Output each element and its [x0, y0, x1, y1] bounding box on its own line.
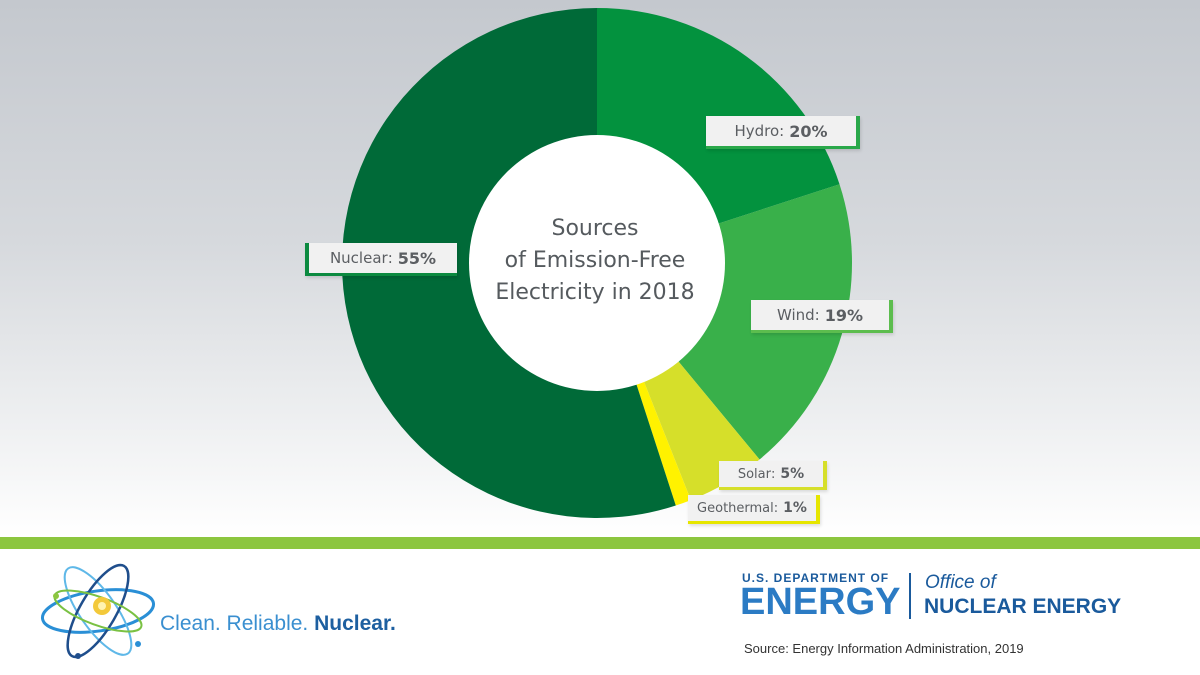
footer — [0, 549, 1200, 675]
slice-label-hydro-name: Hydro — [734, 122, 780, 140]
office-of-text: Office of — [925, 572, 996, 593]
donut-hole — [469, 135, 725, 391]
chart-area: Sources of Emission-Free Electricity in … — [0, 0, 1200, 537]
slice-label-wind-name: Wind — [776, 306, 815, 324]
donut-chart — [342, 8, 853, 518]
tagline-reliable: Reliable. — [226, 612, 309, 635]
slice-label-solar: Solar: 5% — [719, 461, 827, 490]
slice-label-wind-value: 19% — [824, 305, 864, 325]
doe-energy-text: ENERGY — [740, 581, 901, 623]
slice-label-solar-value: 5% — [780, 466, 805, 482]
slice-label-nuclear-name: Nuclear — [329, 249, 388, 267]
slice-label-hydro: Hydro: 20% — [706, 116, 860, 149]
slice-label-solar-name: Solar — [737, 466, 771, 482]
slice-label-wind: Wind: 19% — [751, 300, 893, 333]
tagline-clean: Clean. — [160, 612, 221, 635]
office-name-text: NUCLEAR ENERGY — [924, 595, 1122, 618]
atom-logo-icon — [40, 563, 156, 659]
slice-label-geothermal-value: 1% — [783, 500, 807, 516]
chart-title: Sources of Emission-Free Electricity in … — [470, 213, 720, 309]
slice-label-geothermal: Geothermal: 1% — [688, 495, 820, 524]
slice-label-nuclear: Nuclear: 55% — [305, 243, 457, 276]
slice-label-nuclear-value: 55% — [397, 248, 437, 268]
source-citation: Source: Energy Information Administratio… — [744, 641, 1024, 656]
tagline-nuclear: Nuclear. — [314, 612, 396, 635]
tagline: Clean. Reliable. Nuclear. — [160, 612, 396, 636]
accent-bar — [0, 537, 1200, 549]
chart-title-line-2: of Emission-Free — [504, 248, 686, 273]
slice-label-geothermal-name: Geothermal — [697, 500, 774, 516]
logo-divider — [909, 573, 911, 619]
chart-title-line-3: Electricity in 2018 — [495, 280, 695, 305]
doe-department-text: U.S. DEPARTMENT OF — [742, 571, 890, 585]
chart-title-line-1: Sources — [551, 216, 639, 241]
slice-label-hydro-value: 20% — [789, 121, 828, 141]
